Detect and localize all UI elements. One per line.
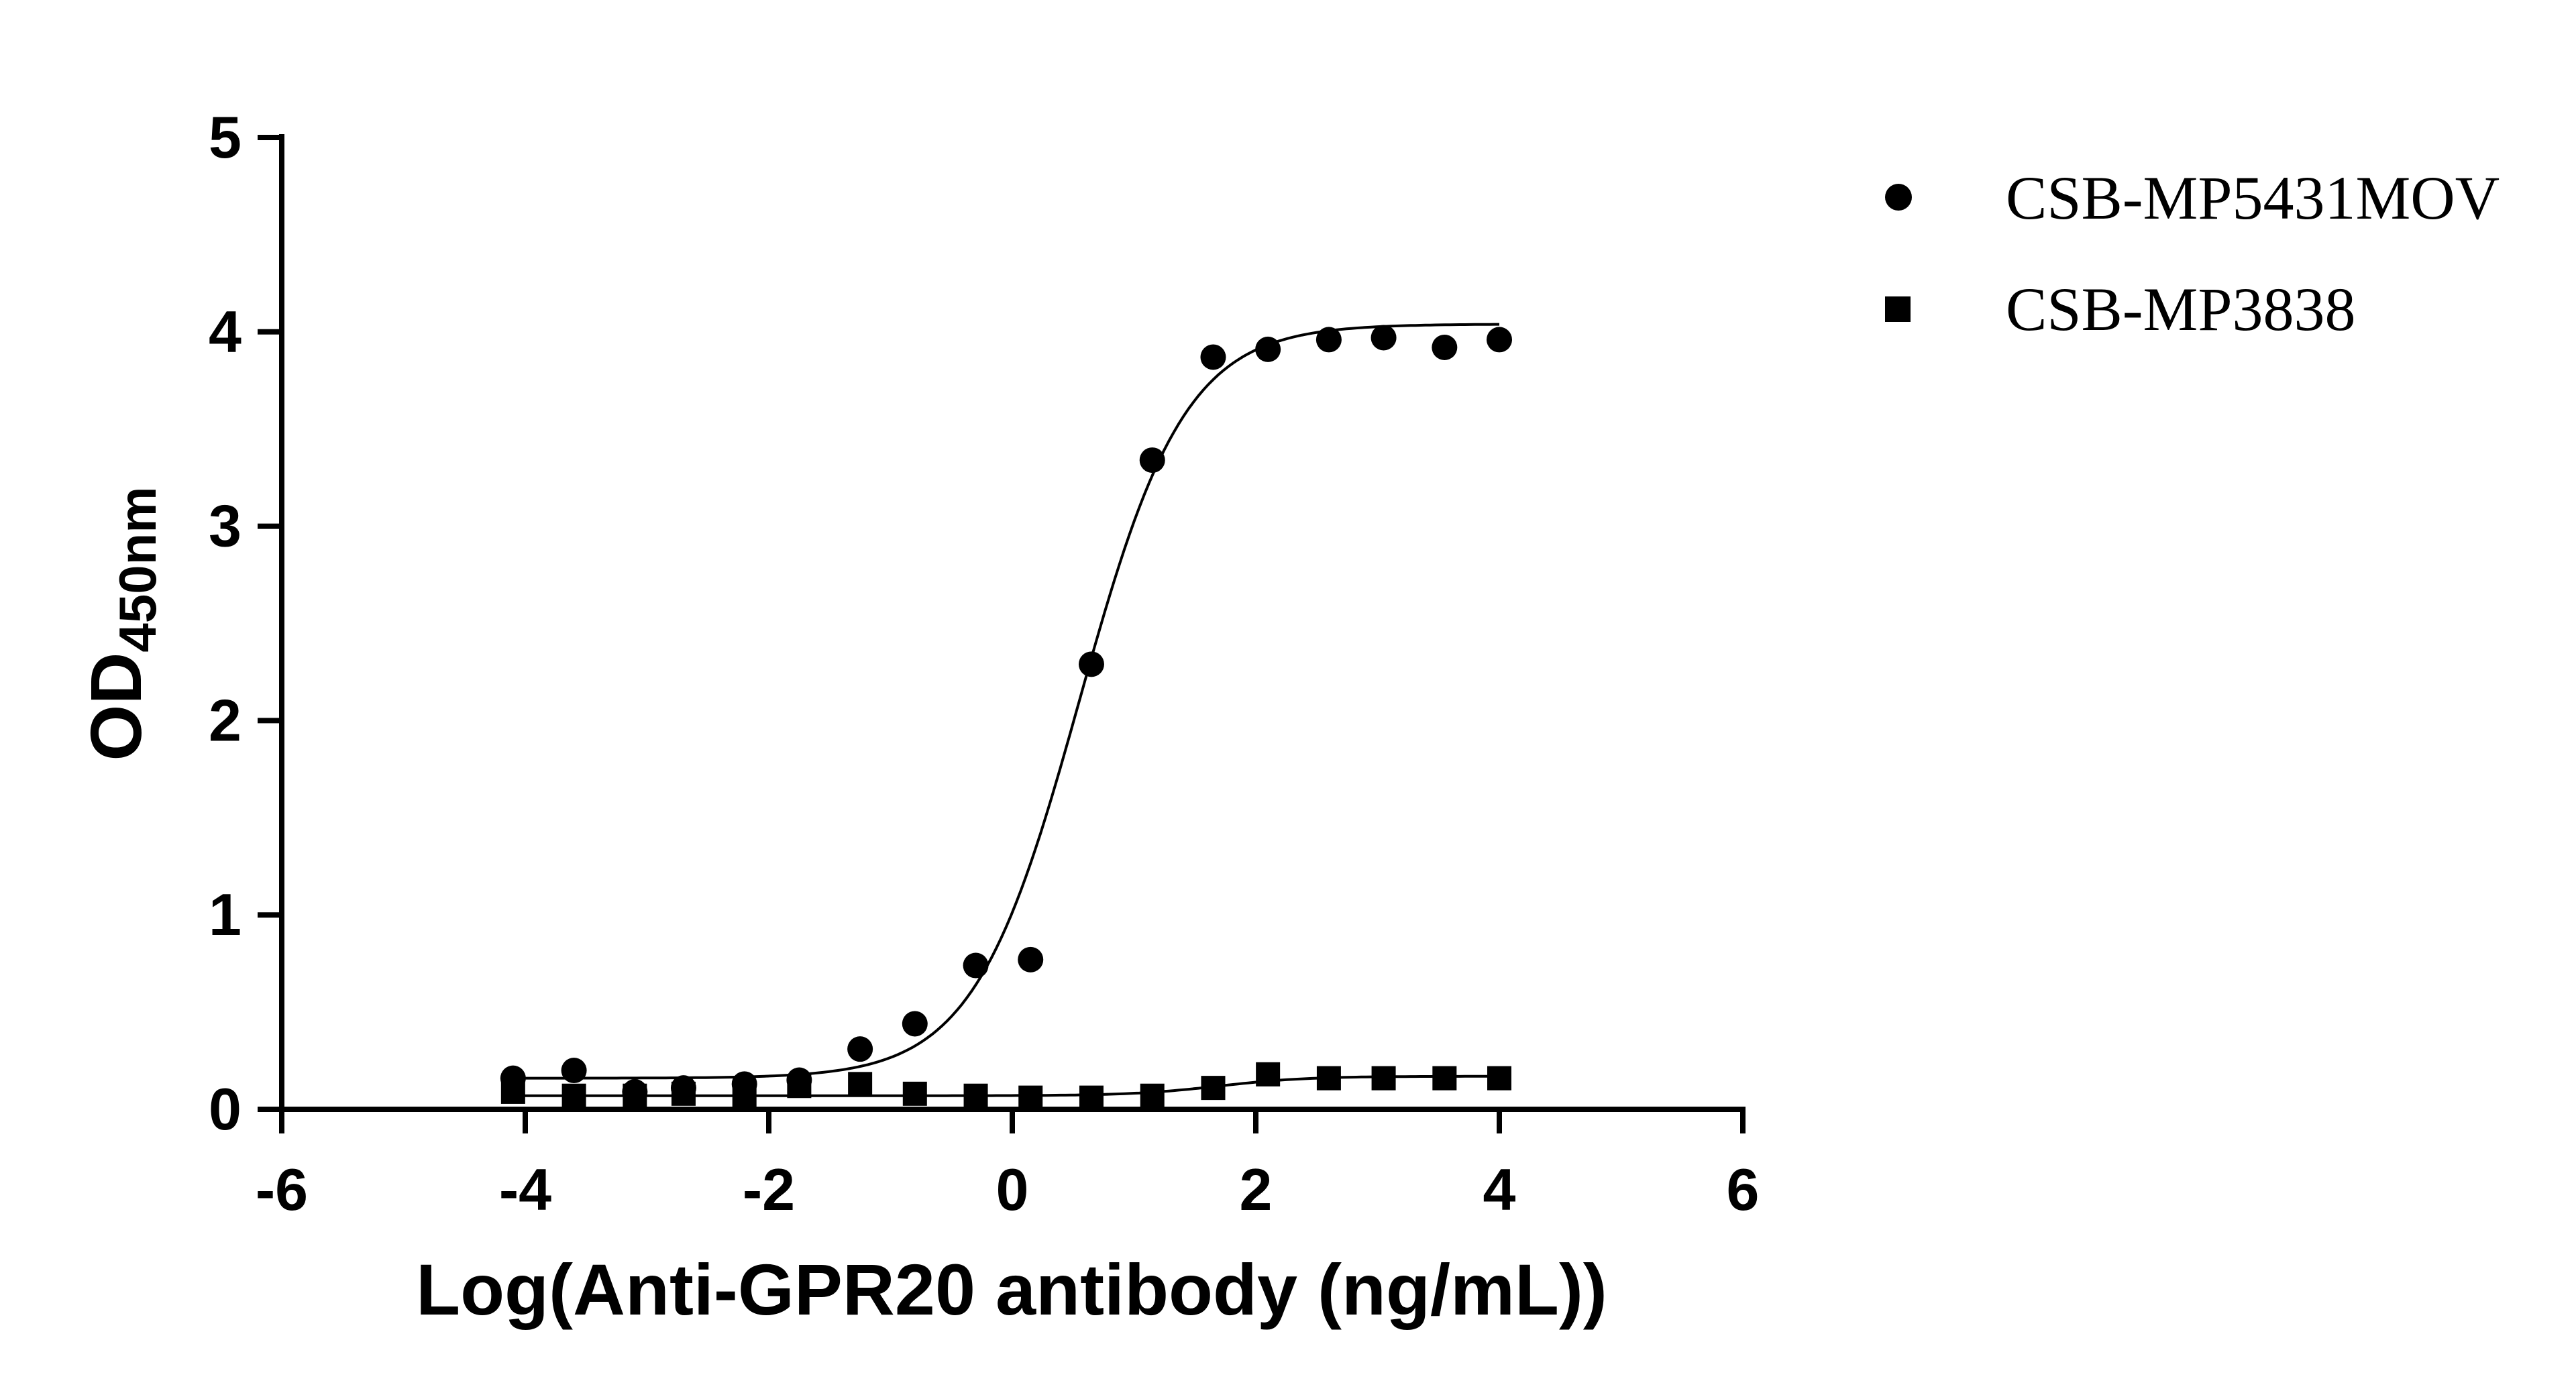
x-tick-label: -4 xyxy=(499,1156,551,1223)
data-point-series-1 xyxy=(1255,336,1281,362)
data-point-series-2 xyxy=(1316,1066,1341,1091)
data-point-series-1 xyxy=(902,1011,928,1037)
data-point-series-2 xyxy=(732,1083,757,1108)
data-point-series-1 xyxy=(1018,946,1044,972)
data-point-series-2 xyxy=(1432,1066,1457,1091)
x-tick-label: -6 xyxy=(256,1156,308,1223)
fit-curves xyxy=(513,323,1499,1097)
x-tick-label: 2 xyxy=(1240,1156,1273,1223)
data-point-series-2 xyxy=(1256,1062,1281,1087)
data-point-series-2 xyxy=(1201,1076,1226,1101)
data-points xyxy=(500,325,1512,1110)
data-point-series-2 xyxy=(1487,1066,1511,1091)
data-point-series-1 xyxy=(1487,327,1512,353)
data-point-series-1 xyxy=(1139,447,1165,474)
y-axis-title-main: OD xyxy=(75,653,156,761)
data-point-series-2 xyxy=(963,1083,988,1108)
fit-curve-series-1 xyxy=(513,323,1499,1080)
data-point-series-1 xyxy=(1316,327,1342,353)
data-point-series-2 xyxy=(1371,1066,1396,1091)
legend-marker-circle xyxy=(1885,184,1912,211)
data-point-series-1 xyxy=(561,1058,587,1084)
y-ticks: 0 1 2 3 4 5 xyxy=(209,104,282,1142)
x-axis-title: Log(Anti-GPR20 antibody (ng/mL)) xyxy=(416,1249,1607,1330)
data-point-series-1 xyxy=(847,1036,873,1062)
data-point-series-2 xyxy=(848,1072,873,1097)
y-axis-title: OD450nm xyxy=(75,486,167,761)
data-point-series-1 xyxy=(1078,651,1104,677)
x-tick-label: 4 xyxy=(1483,1156,1516,1223)
y-tick-label: 3 xyxy=(209,493,241,559)
y-tick-label: 5 xyxy=(209,104,241,170)
data-point-series-2 xyxy=(671,1081,696,1106)
plot-area: 0 1 2 3 4 5 -6 -4 -2 0 2 4 6 xyxy=(209,104,1759,1223)
y-tick-label: 0 xyxy=(209,1076,241,1142)
data-point-series-2 xyxy=(1018,1085,1043,1110)
x-tick-label: 6 xyxy=(1727,1156,1760,1223)
data-point-series-2 xyxy=(500,1079,525,1104)
y-tick-label: 4 xyxy=(209,298,241,365)
data-point-series-2 xyxy=(623,1083,647,1108)
y-tick-label: 1 xyxy=(209,881,241,948)
data-point-series-1 xyxy=(963,952,989,979)
data-point-series-2 xyxy=(561,1083,586,1108)
x-tick-label: -2 xyxy=(743,1156,795,1223)
data-point-series-1 xyxy=(1200,344,1226,370)
data-point-series-1 xyxy=(1432,334,1458,360)
x-ticks: -6 -4 -2 0 2 4 6 xyxy=(256,1109,1760,1223)
legend-marker-square xyxy=(1885,296,1911,322)
y-axis-title-subscript: 450nm xyxy=(108,486,167,652)
legend: CSB-MP5431MOV CSB-MP3838 xyxy=(1885,164,2500,343)
data-point-series-2 xyxy=(1079,1085,1104,1110)
x-tick-label: 0 xyxy=(996,1156,1029,1223)
data-point-series-2 xyxy=(1140,1083,1165,1108)
data-point-series-2 xyxy=(787,1074,812,1099)
data-point-series-1 xyxy=(1371,325,1397,351)
y-tick-label: 2 xyxy=(209,687,241,753)
data-point-series-2 xyxy=(902,1081,927,1106)
legend-label-series-2: CSB-MP3838 xyxy=(2006,275,2356,343)
legend-label-series-1: CSB-MP5431MOV xyxy=(2006,164,2500,232)
